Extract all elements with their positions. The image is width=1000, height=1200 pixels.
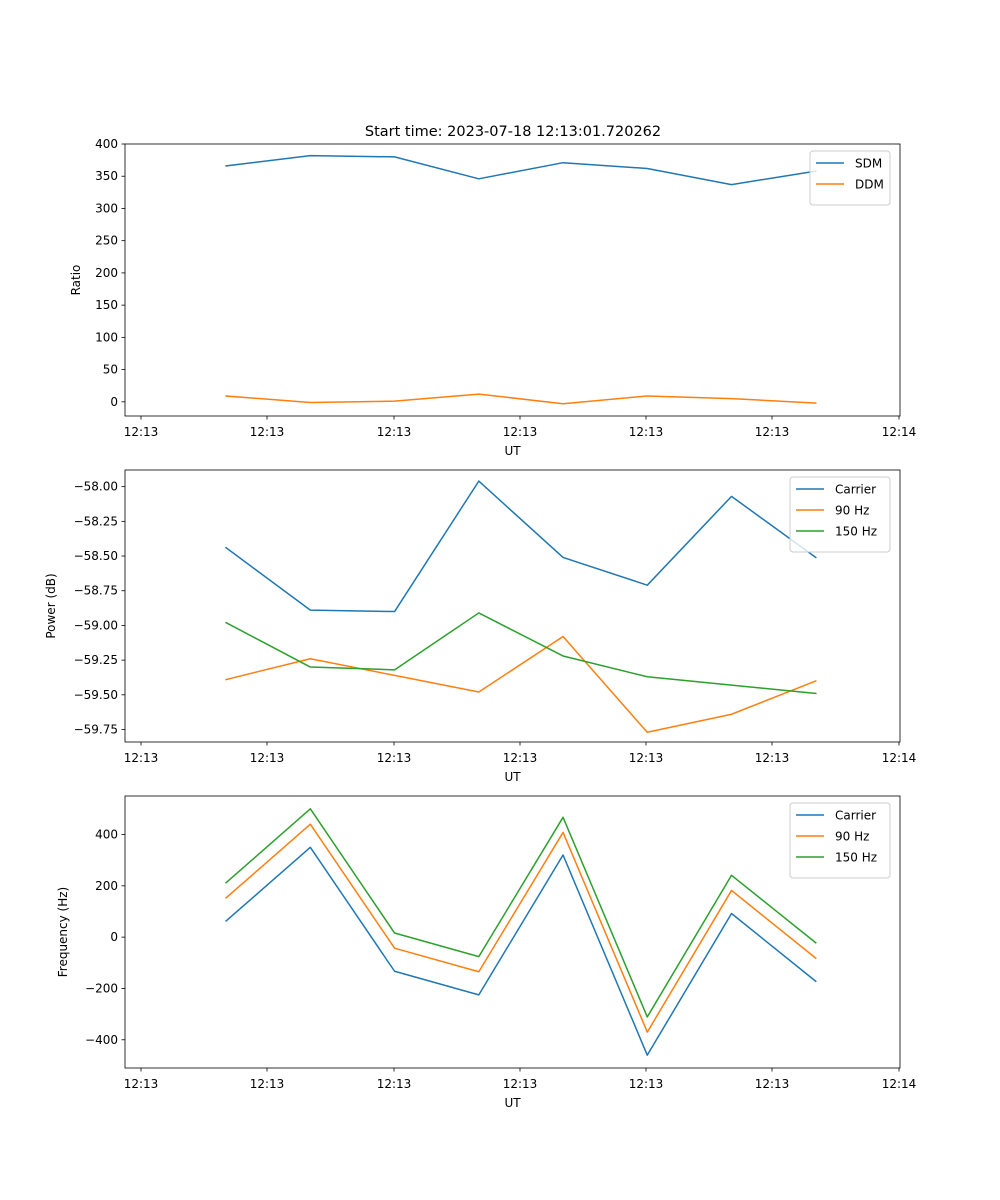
y-axis-label: Power (dB) (44, 573, 58, 638)
x-tick-label: 12:13 (124, 751, 159, 765)
x-tick-label: 12:14 (882, 1077, 917, 1091)
x-axis-label: UT (504, 444, 521, 458)
x-tick-label: 12:13 (629, 425, 664, 439)
figure-title: Start time: 2023-07-18 12:13:01.720262 (365, 124, 661, 140)
legend-label: SDM (855, 157, 882, 171)
x-axis-label: UT (504, 770, 521, 784)
series-line-90-hz (225, 635, 817, 734)
x-tick-label: 12:13 (377, 425, 412, 439)
x-tick-label: 12:13 (503, 751, 538, 765)
y-tick-label: 100 (95, 330, 118, 344)
series-line-150-hz (225, 808, 817, 1018)
series-line-carrier (225, 480, 817, 613)
y-tick-label: 200 (95, 266, 118, 280)
x-tick-label: 12:13 (503, 1077, 538, 1091)
axes-frame (124, 469, 901, 743)
y-tick-label: −400 (85, 1033, 118, 1047)
x-tick-label: 12:13 (124, 425, 159, 439)
legend-label: 150 Hz (835, 525, 877, 539)
y-tick-label: −59.75 (74, 723, 118, 737)
y-tick-label: 250 (95, 234, 118, 248)
x-tick-label: 12:13 (755, 425, 790, 439)
x-tick-label: 12:13 (503, 425, 538, 439)
series-line-sdm (225, 154, 817, 186)
x-tick-label: 12:13 (250, 751, 285, 765)
x-tick-label: 12:13 (250, 1077, 285, 1091)
y-tick-label: −200 (85, 981, 118, 995)
x-tick-label: 12:13 (250, 425, 285, 439)
legend-label: 90 Hz (835, 504, 869, 518)
y-tick-label: 0 (110, 395, 118, 409)
y-tick-label: 300 (95, 201, 118, 215)
x-tick-label: 12:14 (882, 751, 917, 765)
legend-label: 90 Hz (835, 830, 869, 844)
y-tick-label: 50 (103, 363, 118, 377)
x-tick-label: 12:13 (629, 1077, 664, 1091)
y-tick-label: −59.25 (74, 653, 118, 667)
chart-root: 0 50 100 150 200 250 300 350 400 12:13 12:13 12:13 1… (44, 137, 916, 1110)
x-tick-label: 12:13 (755, 1077, 790, 1091)
x-tick-label: 12:14 (882, 425, 917, 439)
y-tick-label: 350 (95, 169, 118, 183)
y-tick-label: 150 (95, 298, 118, 312)
y-tick-label: 200 (95, 879, 118, 893)
legend: Carrier 90 Hz 150 Hz (789, 802, 891, 879)
y-tick-label: −59.00 (74, 618, 118, 632)
axes-frame (124, 795, 901, 1069)
legend-box (789, 476, 891, 553)
chart-1: 0 50 100 150 200 250 300 350 400 12:13 12:13 12:13 1… (69, 137, 916, 458)
x-axis-label: UT (504, 1096, 521, 1110)
y-tick-label: −58.00 (74, 480, 118, 494)
legend-label: 150 Hz (835, 851, 877, 865)
x-tick-label: 12:13 (377, 751, 412, 765)
chart-2: −58.00 −58.25 −58.50 −58.75 −59.00 −59.25 −59.… (44, 469, 917, 784)
series-line-90-hz (225, 823, 817, 1033)
chart-3: −400 −200 0 200 400 12:13 12:13 12:13 12:13 12:13… (56, 795, 917, 1110)
y-axis-label: Ratio (69, 265, 83, 296)
x-tick-label: 12:13 (755, 751, 790, 765)
series-line-carrier (225, 846, 817, 1056)
y-tick-label: −58.25 (74, 514, 118, 528)
y-tick-label: −59.50 (74, 688, 118, 702)
x-tick-label: 12:13 (629, 751, 664, 765)
legend-box (809, 150, 891, 206)
y-tick-label: −58.50 (74, 549, 118, 563)
legend-label: Carrier (835, 483, 876, 497)
y-axis-label: Frequency (Hz) (56, 887, 70, 978)
legend: SDM DDM (809, 150, 891, 206)
y-tick-label: 400 (95, 827, 118, 841)
legend-label: Carrier (835, 809, 876, 823)
y-tick-label: 400 (95, 137, 118, 151)
x-tick-label: 12:13 (124, 1077, 159, 1091)
y-tick-label: 0 (110, 930, 118, 944)
series-line-150-hz (225, 612, 817, 695)
series-line-ddm (225, 393, 817, 405)
legend: Carrier 90 Hz 150 Hz (789, 476, 891, 553)
legend-box (789, 802, 891, 879)
legend-label: DDM (855, 178, 884, 192)
y-tick-label: −58.75 (74, 584, 118, 598)
x-tick-label: 12:13 (377, 1077, 412, 1091)
axes-frame (124, 143, 901, 417)
